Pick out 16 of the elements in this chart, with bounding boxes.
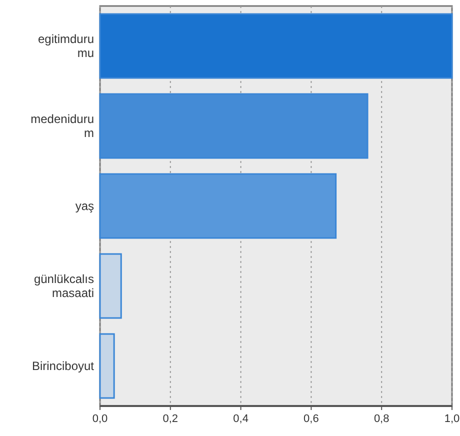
y-tick-label: yaş: [75, 199, 94, 213]
bar: [99, 93, 368, 159]
bar: [99, 13, 453, 79]
y-tick-label: günlükcalısmasaati: [34, 272, 94, 300]
y-tick-label: medenidurum: [30, 112, 94, 140]
x-tick-label: 0,8: [374, 413, 390, 425]
x-tick-label: 0,4: [233, 413, 248, 425]
x-tick-label: 0,6: [304, 413, 319, 425]
y-tick-label: Birinciboyut: [32, 359, 95, 373]
x-tick-label: 0,2: [162, 413, 178, 425]
bar: [99, 333, 115, 399]
bar: [99, 173, 337, 239]
x-tick-label: 1,0: [444, 413, 460, 425]
bar: [99, 253, 122, 319]
x-tick-label: 0,0: [92, 413, 108, 425]
y-tick-label: egitimdurumu: [38, 32, 94, 60]
